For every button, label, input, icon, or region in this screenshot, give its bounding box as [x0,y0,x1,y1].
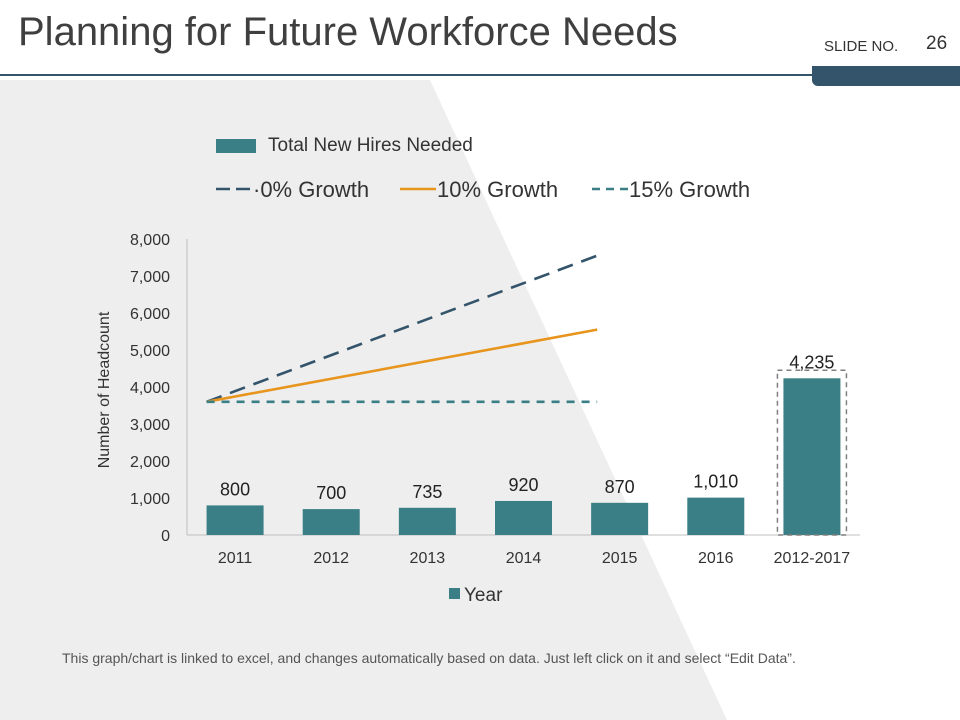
bar-2016 [687,497,745,535]
slide-number: 26 [926,33,948,54]
legend-label-total-new-hires: Total New Hires Needed [268,135,473,156]
x-axis-title: Year [464,585,503,606]
bar-2011 [206,505,264,535]
bar-2012 [302,509,360,535]
chart-data-labels: 800 700 735 920 870 1,010 4,235 [220,352,834,503]
chart-legend: Total New Hires Needed ·0% Growth 10% Grow… [216,135,750,202]
y-tick-label: 5,000 [130,343,170,360]
data-label: 700 [316,483,346,503]
title-underline [0,74,812,76]
x-tick-label: 2011 [218,550,253,567]
legend-label-growth-0: ·0% Growth [253,177,369,202]
y-tick-label: 1,000 [130,491,170,508]
bar-2013 [398,507,456,535]
bar-2012-2017 [783,378,841,535]
data-label: 735 [412,482,442,502]
x-axis-legend: Year [449,585,503,606]
x-tick-label: 2016 [698,550,734,567]
data-label: 4,235 [789,352,834,372]
legend-label-growth-2: 15% Growth [629,177,750,202]
y-tick-label: 3,000 [130,417,170,434]
growth-line-0 [206,254,598,404]
slide-number-tab [812,66,960,86]
bar-2014 [495,500,552,535]
y-tick-label: 7,000 [130,269,170,286]
year-legend-swatch [449,588,460,599]
growth-line-1 [206,328,598,404]
legend-bar-swatch [216,139,256,153]
legend-label-growth-1: 10% Growth [437,177,558,202]
page-title: Planning for Future Workforce Needs [18,10,678,54]
y-tick-label: 4,000 [130,380,170,397]
x-tick-label: 2012 [313,550,349,567]
chart-bars [206,369,848,536]
y-tick-label: 0 [161,528,170,545]
y-axis-title: Number of Headcount [96,311,113,468]
x-tick-label: 2015 [602,550,638,567]
y-tick-label: 2,000 [130,454,170,471]
x-tick-label: 2014 [506,550,542,567]
footer-note: This graph/chart is linked to excel, and… [62,650,796,666]
data-label: 870 [605,477,635,497]
y-tick-label: 6,000 [130,306,170,323]
slide-number-label: SLIDE NO. [824,38,899,55]
data-label: 920 [508,475,538,495]
data-label: 1,010 [693,472,738,492]
x-tick-label: 2012-2017 [774,550,851,567]
x-tick-label: 2013 [410,550,446,567]
data-label: 800 [220,479,250,499]
chart-lines [206,254,598,404]
y-tick-label: 8,000 [130,232,170,249]
bar-2015 [591,502,649,535]
background-gray-panel [0,80,727,720]
